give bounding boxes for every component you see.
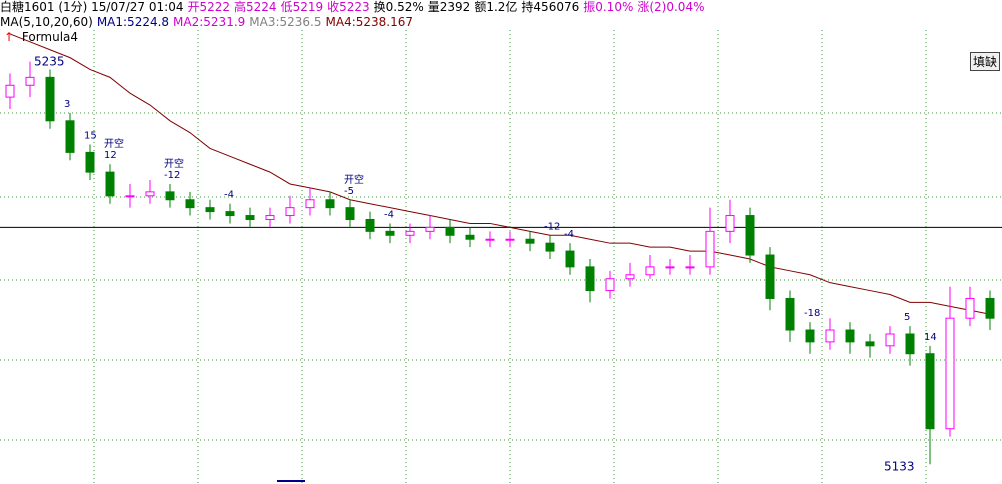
candle-body — [185, 199, 195, 209]
signal-label: 开空 — [164, 157, 184, 170]
candle-body — [645, 266, 655, 276]
candle-body — [705, 230, 715, 268]
candle-body — [125, 195, 135, 198]
candle-body — [345, 207, 355, 220]
candle-body — [205, 207, 215, 213]
header-item: 振0.10% — [583, 0, 634, 14]
candle-body — [305, 199, 315, 209]
candle-body — [565, 250, 575, 268]
candle-body — [725, 215, 735, 232]
candle-body — [785, 297, 795, 331]
candle-body — [505, 238, 515, 241]
header-item: MA4:5238.167 — [325, 15, 414, 29]
candle-body — [905, 333, 915, 355]
low-label: 5133 — [884, 459, 915, 473]
candle-body — [805, 329, 815, 343]
ma-line — [9, 33, 991, 315]
header-item: MA1:5224.8 — [96, 15, 170, 29]
candle-body — [5, 84, 15, 98]
candle-body — [985, 297, 995, 319]
signal-label: -12 — [164, 170, 180, 181]
header-item: 换0.52% — [373, 0, 424, 14]
header-item: 收5223 — [327, 0, 370, 14]
signal-label: 开空 — [344, 173, 364, 186]
formula-name: Formula4 — [21, 30, 79, 44]
signal-label: 14 — [924, 332, 937, 343]
candle-body — [445, 226, 455, 236]
candle-body — [625, 274, 635, 280]
candle-body — [85, 151, 95, 173]
header-item: 低5219 — [280, 0, 324, 14]
signal-label: -12 — [544, 221, 560, 232]
candle-body — [605, 278, 615, 292]
signal-label: 开空 — [104, 137, 124, 150]
ma-bar: MA(5,10,20,60) MA1:5224.8 MA2:5231.9 MA3:52… — [0, 15, 417, 30]
high-label: 5235 — [34, 55, 65, 69]
candle-body — [45, 76, 55, 122]
candle-body — [65, 120, 75, 153]
candle-body — [585, 266, 595, 292]
signal-label: 3 — [64, 99, 70, 110]
candle-body — [945, 317, 955, 430]
candle-body — [405, 230, 415, 236]
header-item: MA(5,10,20,60) — [0, 15, 93, 29]
candle-body — [765, 254, 775, 299]
signal-label: 12 — [104, 150, 117, 161]
candle-body — [745, 215, 755, 256]
candle-body — [285, 207, 295, 217]
header-item: 开5222 — [187, 0, 231, 14]
candle-body — [25, 76, 35, 86]
signal-label: 5 — [904, 312, 910, 323]
header-item: 涨(2)0.04% — [637, 0, 705, 14]
candle-body — [685, 266, 695, 269]
candle-body — [105, 171, 115, 197]
candle-body — [865, 341, 875, 347]
quote-bar: 白糖1601 (1分) 15/07/27 01:04 开5222 高5224 低521… — [0, 0, 708, 15]
candle-body — [525, 238, 535, 244]
signal-label: -5 — [344, 186, 354, 197]
signal-label: -18 — [804, 308, 820, 319]
header-item: 量2392 — [427, 0, 471, 14]
candle-body — [965, 297, 975, 319]
candle-body — [385, 230, 395, 236]
header-item: 白糖1601 (1分) 15/07/27 01:04 — [0, 0, 184, 14]
signal-label: 15 — [84, 130, 97, 141]
header-item: 额1.2亿 — [474, 0, 518, 14]
candle-body — [425, 226, 435, 232]
candle-body — [665, 266, 675, 269]
header-item: 持456076 — [521, 0, 580, 14]
signal-label: -4 — [224, 190, 234, 201]
candle-body — [545, 242, 555, 252]
candle-body — [245, 215, 255, 220]
candle-body — [885, 333, 895, 347]
candle-body — [925, 353, 935, 430]
candle-body — [365, 218, 375, 232]
candle-body — [465, 234, 475, 240]
grid — [0, 30, 1002, 484]
candle-body — [825, 329, 835, 343]
candle-body — [145, 191, 155, 197]
header-item: MA2:5231.9 — [173, 15, 246, 29]
candle-body — [845, 329, 855, 343]
signal-label: -4 — [384, 209, 394, 220]
formula: ↑ Formula4 — [4, 30, 79, 44]
candle-body — [265, 215, 275, 220]
signal-label: -4 — [564, 229, 574, 240]
header-item: 高5224 — [234, 0, 277, 14]
header-item: MA3:5236.5 — [249, 15, 322, 29]
fill-gap-button[interactable]: 填缺 — [969, 52, 1000, 71]
candle-body — [485, 238, 495, 241]
candle-body — [225, 211, 235, 217]
candle-body — [165, 191, 175, 201]
candle-body — [325, 199, 335, 209]
